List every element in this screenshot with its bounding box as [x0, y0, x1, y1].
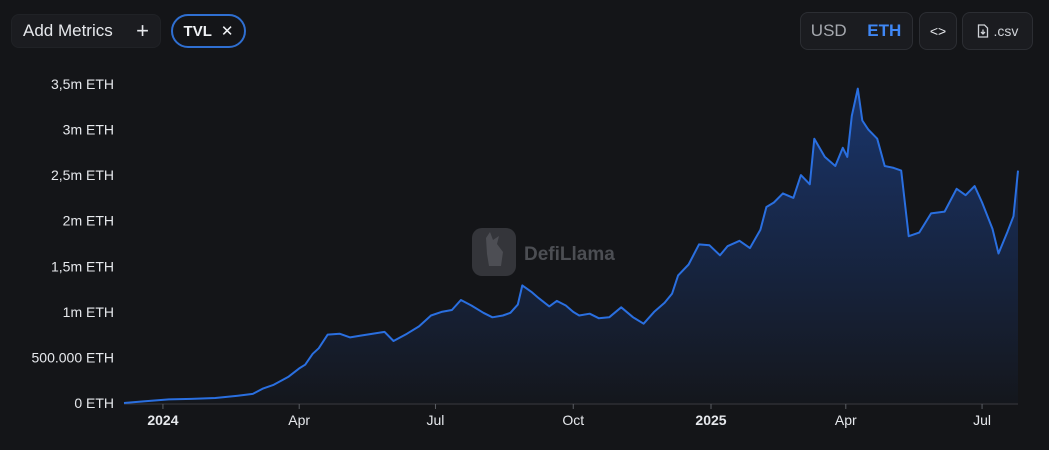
x-tick-label: Jul — [973, 412, 991, 428]
y-tick-label: 2,5m ETH — [51, 167, 114, 183]
code-icon: <> — [929, 23, 947, 39]
file-download-icon — [977, 24, 988, 38]
tvl-pill-label: TVL — [183, 22, 212, 40]
x-tick-label: Jul — [427, 412, 445, 428]
download-csv-button[interactable]: .csv — [962, 12, 1033, 50]
currency-toggle: USD ETH — [800, 12, 913, 50]
x-tick-label: Apr — [288, 412, 310, 428]
y-tick-label: 2m ETH — [63, 213, 114, 229]
tvl-line — [123, 87, 1019, 404]
y-tick-label: 1,5m ETH — [51, 258, 114, 274]
x-tick-label: 2025 — [695, 412, 726, 428]
y-axis: 0 ETH 500.000 ETH 1m ETH 1,5m ETH 2m ETH 2,5m… — [32, 76, 115, 411]
csv-label: .csv — [993, 23, 1019, 39]
add-metrics-button[interactable]: Add Metrics + — [11, 14, 161, 48]
watermark-text: DefiLlama — [524, 244, 615, 265]
y-tick-label: 3m ETH — [63, 122, 114, 138]
x-axis: 2024 Apr Jul Oct 2025 Apr Jul — [124, 403, 1018, 428]
x-tick-label: 2024 — [147, 412, 178, 428]
y-tick-label: 500.000 ETH — [32, 349, 115, 365]
tvl-chart: DefiLlama 0 ETH 500.000 ETH 1m ETH 1,5m ETH… — [32, 76, 1019, 428]
y-tick-label: 3,5m ETH — [51, 76, 114, 92]
embed-button[interactable]: <> — [919, 12, 957, 50]
y-tick-label: 0 ETH — [74, 395, 114, 411]
x-tick-label: Apr — [835, 412, 857, 428]
add-metrics-label: Add Metrics — [23, 21, 113, 40]
defillama-watermark: DefiLlama — [472, 228, 615, 276]
currency-option-usd[interactable]: USD — [810, 21, 847, 40]
x-tick-label: Oct — [562, 412, 584, 428]
plus-icon: + — [136, 18, 149, 43]
tvl-metric-pill[interactable]: TVL ✕ — [171, 14, 246, 48]
close-icon[interactable]: ✕ — [220, 23, 234, 40]
tvl-area — [124, 88, 1018, 403]
y-tick-label: 1m ETH — [63, 304, 114, 320]
currency-option-eth[interactable]: ETH — [867, 21, 902, 40]
